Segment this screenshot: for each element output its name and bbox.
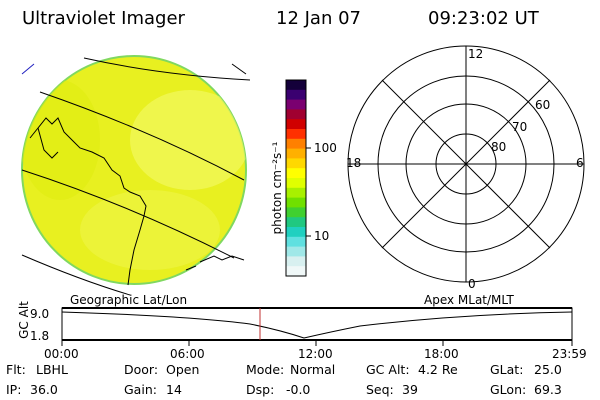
colorbar-band bbox=[286, 207, 306, 218]
seq-label: Seq: bbox=[366, 382, 394, 397]
door-label: Door: bbox=[124, 362, 159, 377]
altitude-curve bbox=[61, 311, 573, 339]
disk-texture bbox=[22, 80, 246, 270]
timeline-right-title: Apex MLat/MLT bbox=[424, 293, 514, 307]
seq-value: 39 bbox=[402, 382, 418, 397]
mode-value: Normal bbox=[290, 362, 336, 377]
x-tick-0000: 00:00 bbox=[44, 347, 79, 361]
polar-label-6: 6 bbox=[576, 156, 584, 170]
gcalt-value: 4.2 Re bbox=[418, 362, 458, 377]
glon-label: GLon: bbox=[490, 382, 527, 397]
colorbar-band bbox=[286, 109, 306, 120]
colorbar-band bbox=[286, 168, 306, 179]
colorbar-band bbox=[286, 256, 306, 267]
gain-value: 14 bbox=[166, 382, 182, 397]
colorbar-band bbox=[286, 217, 306, 228]
colorbar-frame bbox=[285, 79, 307, 277]
gain-label: Gain: bbox=[124, 382, 157, 397]
colorbar-band bbox=[286, 178, 306, 189]
x-tick-0600: 06:00 bbox=[170, 347, 205, 361]
x-tick-1200: 12:00 bbox=[298, 347, 333, 361]
flt-value: LBHL bbox=[36, 362, 68, 377]
colorbar-tick-100: 100 bbox=[314, 141, 337, 155]
time-label: 09:23:02 UT bbox=[428, 8, 539, 29]
glat-label: GLat: bbox=[490, 362, 524, 377]
timeline-y-top: 9.0 bbox=[30, 307, 50, 321]
date-label: 12 Jan 07 bbox=[276, 8, 361, 29]
x-tick-2359: 23:59 bbox=[552, 347, 587, 361]
polar-diagonal-2 bbox=[381, 79, 551, 249]
colorbar-band bbox=[286, 99, 306, 110]
colorbar-band bbox=[286, 119, 306, 130]
colorbar-band bbox=[286, 227, 306, 238]
colorbar-band bbox=[286, 197, 306, 208]
mode-label: Mode: bbox=[246, 362, 285, 377]
colorbar-band bbox=[286, 129, 306, 140]
ip-value: 36.0 bbox=[30, 382, 58, 397]
colorbar-band bbox=[286, 266, 306, 277]
polar-label-12: 12 bbox=[468, 47, 484, 61]
polar-lat-60: 60 bbox=[535, 98, 551, 112]
door-value: Open bbox=[166, 362, 200, 377]
glat-value: 25.0 bbox=[534, 362, 562, 377]
glon-value: 69.3 bbox=[534, 382, 562, 397]
timeline-y-bottom: 1.8 bbox=[30, 329, 50, 343]
flt-label: Flt: bbox=[6, 362, 26, 377]
colorbar-band bbox=[286, 89, 306, 101]
x-tick-1800: 18:00 bbox=[424, 347, 459, 361]
ip-label: IP: bbox=[6, 382, 22, 397]
coastline bbox=[29, 117, 245, 286]
polar-lat-70: 70 bbox=[512, 120, 528, 134]
colorbar-band bbox=[286, 158, 306, 169]
instrument-title: Ultraviolet Imager bbox=[22, 8, 185, 29]
grid-lines bbox=[21, 57, 251, 296]
colorbar-tick-10: 10 bbox=[314, 229, 330, 243]
colorbar-band bbox=[286, 246, 306, 257]
polar-label-18: 18 bbox=[346, 156, 362, 170]
colorbar-band bbox=[286, 236, 306, 248]
colorbar-gradient bbox=[286, 80, 306, 277]
timeline-left-title: Geographic Lat/Lon bbox=[70, 293, 188, 307]
corner-mark bbox=[21, 63, 35, 75]
colorbar-band bbox=[286, 187, 306, 199]
dsp-value: -0.0 bbox=[286, 382, 311, 397]
gcalt-label: GC Alt: bbox=[366, 362, 410, 377]
colorbar-band bbox=[286, 80, 306, 91]
polar-lat-80: 80 bbox=[491, 140, 507, 154]
polar-label-0: 0 bbox=[468, 277, 476, 291]
colorbar-band bbox=[286, 138, 306, 150]
colorbar-band bbox=[286, 148, 306, 159]
dsp-label: Dsp: bbox=[246, 382, 275, 397]
